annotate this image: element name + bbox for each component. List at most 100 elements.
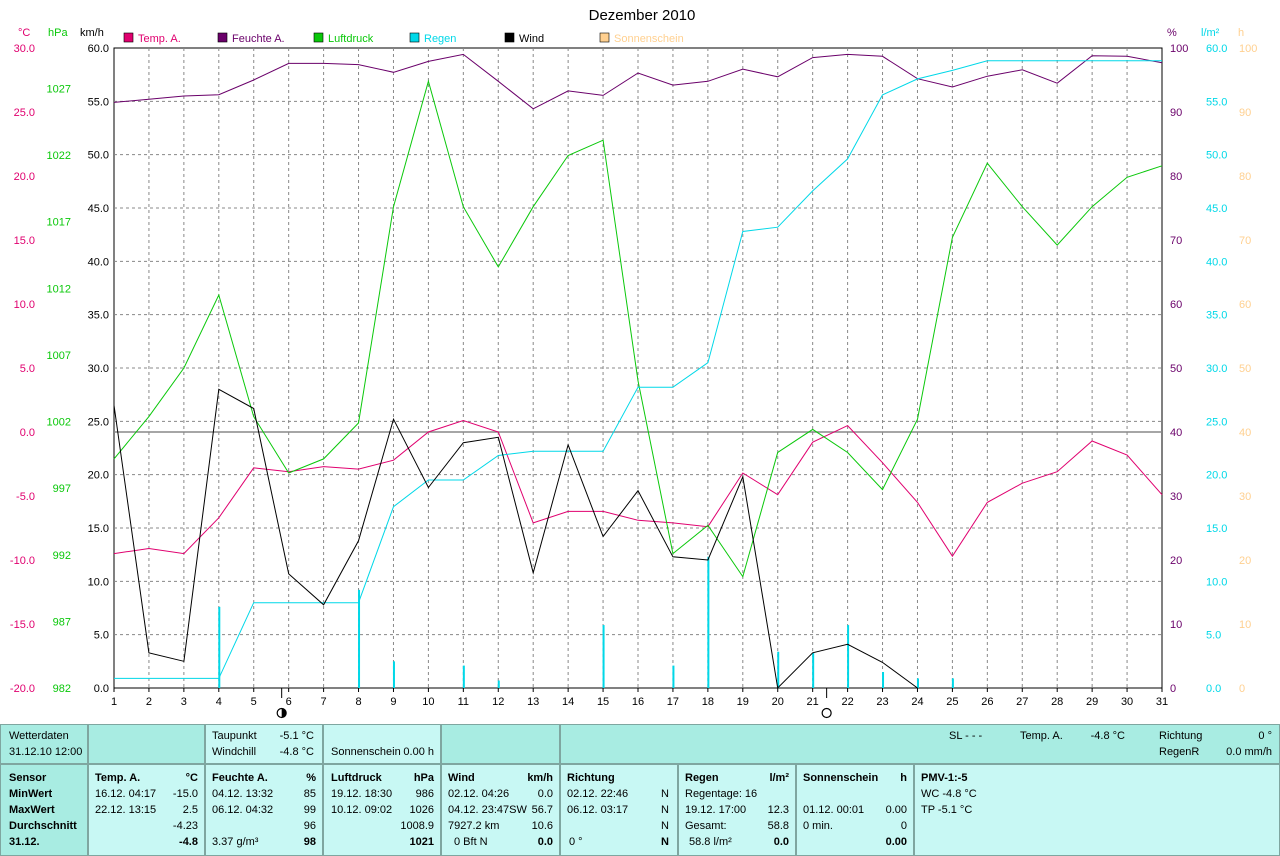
- pressure-stats-title: Luftdruck: [331, 772, 382, 784]
- humidity-stats-unit: %: [306, 772, 316, 784]
- rain-days: Regentage: 16: [685, 788, 758, 800]
- x-tick-label: 31: [1156, 696, 1168, 708]
- richtung-label: Richtung: [1159, 730, 1203, 742]
- rain-axis-unit: l/m²: [1201, 27, 1220, 39]
- humidity-min-date: 04.12. 13:32: [212, 788, 274, 800]
- current-temp-label: Temp. A.: [1020, 730, 1063, 742]
- humidity-tick-label: 10: [1170, 619, 1182, 631]
- rain-tick-label: 20.0: [1206, 470, 1227, 482]
- wind-tick-label: 20.0: [88, 470, 109, 482]
- x-tick-label: 14: [562, 696, 574, 708]
- sunshine-current-value: 0.00: [885, 836, 907, 848]
- legend-swatch: [123, 32, 134, 43]
- x-tick-label: 5: [251, 696, 257, 708]
- weather-chart: Dezember 2010 °C hPa km/h % l/m² h Temp.…: [9, 7, 1258, 719]
- rain-stats-unit: l/m²: [769, 772, 789, 784]
- temp-tick-label: -15.0: [10, 619, 35, 631]
- temp-tick-label: -5.0: [16, 491, 35, 503]
- sun-tick-label: 0: [1239, 683, 1245, 695]
- legend-swatch: [313, 32, 324, 43]
- humidity-tick-label: 90: [1170, 107, 1182, 119]
- x-tick-label: 3: [181, 696, 187, 708]
- wind-tick-label: 40.0: [88, 256, 109, 268]
- x-tick-label: 23: [876, 696, 888, 708]
- rain-tick-label: 15.0: [1206, 523, 1227, 535]
- rain-tick-label: 45.0: [1206, 203, 1227, 215]
- pressure-tick-label: 1027: [47, 84, 71, 96]
- row1-wetterdaten-cell: Wetterdaten 31.12.10 12:00: [0, 724, 88, 764]
- legend-swatch: [599, 32, 610, 43]
- direction-min-value: N: [661, 788, 669, 800]
- current-date: 31.12.: [9, 836, 40, 848]
- sl-label: SL - - -: [949, 730, 983, 742]
- sun-tick-label: 90: [1239, 107, 1251, 119]
- row1-spacer-cell: [88, 724, 205, 764]
- legend: Temp. A. Feuchte A. Luftdruck Regen Wind Sonn…: [123, 32, 684, 45]
- wind-stats-unit: km/h: [527, 772, 553, 784]
- x-tick-label: 15: [597, 696, 609, 708]
- wind-stats-title: Wind: [448, 772, 475, 784]
- humidity-tick-label: 60: [1170, 299, 1182, 311]
- humidity-tick-label: 30: [1170, 491, 1182, 503]
- wind-tick-label: 60.0: [88, 43, 109, 55]
- x-tick-label: 19: [737, 696, 749, 708]
- row1-dewpoint-cell: Taupunkt -5.1 °C Windchill -4.8 °C: [205, 724, 323, 764]
- x-tick-label: 27: [1016, 696, 1028, 708]
- temp-current-value: -4.8: [179, 836, 198, 848]
- rain-total-label: Gesamt:: [685, 820, 727, 832]
- wind-distance: 7927.2 km: [448, 820, 500, 832]
- x-tick-label: 25: [946, 696, 958, 708]
- regenr-value: 0.0 mm/h: [1226, 746, 1272, 758]
- series-line-temp-a-: [113, 419, 1163, 558]
- pressure-stats-unit: hPa: [413, 772, 434, 784]
- direction-current-value: N: [661, 836, 669, 848]
- temp-tick-label: -10.0: [10, 555, 35, 567]
- rain-tick-label: 25.0: [1206, 416, 1227, 428]
- pressure-tick-label: 1007: [47, 350, 71, 362]
- pmv-dewpoint: TP -5.1 °C: [921, 804, 973, 816]
- sunshine-stats-cell: Sonnenschein h 01.12. 00:01 0.00 0 min. …: [796, 764, 914, 856]
- pressure-tick-label: 1022: [47, 150, 71, 162]
- wind-tick-label: 55.0: [88, 96, 109, 108]
- wind-tick-label: 45.0: [88, 203, 109, 215]
- rain-tick-label: 5.0: [1206, 630, 1221, 642]
- temp-stats-cell: Temp. A. °C 16.12. 04:17 -15.0 22.12. 13…: [88, 764, 205, 856]
- new-moon-fill: [281, 708, 287, 718]
- pressure-tick-label: 997: [53, 483, 71, 495]
- rain-stats-cell: Regen l/m² Regentage: 16 19.12. 17:00 12…: [678, 764, 796, 856]
- wind-axis-unit: km/h: [80, 27, 104, 39]
- windchill-value: -4.8 °C: [279, 746, 314, 758]
- temp-min-date: 16.12. 04:17: [95, 788, 157, 800]
- humidity-tick-label: 70: [1170, 235, 1182, 247]
- x-tick-label: 30: [1121, 696, 1133, 708]
- legend-label: Luftdruck: [328, 33, 374, 45]
- humidity-tick-label: 100: [1170, 43, 1188, 55]
- rain-current-value: 0.0: [773, 836, 789, 848]
- row1-current-cell: SL - - - Temp. A. -4.8 °C Richtung 0 ° R…: [560, 724, 1280, 764]
- x-tick-label: 29: [1086, 696, 1098, 708]
- rain-current-sum: 58.8 l/m²: [689, 836, 732, 848]
- rain-daily-bars: [218, 556, 954, 688]
- temp-stats-title: Temp. A.: [95, 772, 141, 784]
- x-tick-label: 17: [667, 696, 679, 708]
- wind-stats-cell: Wind km/h 02.12. 04:26 0.0 04.12. 23:47S…: [441, 764, 560, 856]
- sun-tick-label: 30: [1239, 491, 1251, 503]
- series-line-feuchte-a-: [113, 53, 1163, 110]
- rain-total-value: 58.8: [767, 820, 789, 832]
- x-tick-label: 8: [355, 696, 361, 708]
- x-tick-label: 18: [702, 696, 714, 708]
- sun-tick-label: 50: [1239, 363, 1251, 375]
- temp-tick-label: 30.0: [14, 43, 35, 55]
- temp-tick-label: 25.0: [14, 107, 35, 119]
- humidity-absolute: 3.37 g/m³: [212, 836, 259, 848]
- rain-stats-title: Regen: [685, 772, 719, 784]
- x-tick-label: 16: [632, 696, 644, 708]
- x-tick-label: 28: [1051, 696, 1063, 708]
- legend-swatch: [217, 32, 228, 43]
- regenr-label: RegenR: [1159, 746, 1200, 758]
- legend-label: Sonnenschein: [614, 33, 684, 45]
- sonnenschein-label: Sonnenschein: [331, 746, 401, 758]
- pmv-cell: PMV-1:-5 WC -4.8 °C TP -5.1 °C: [914, 764, 1280, 856]
- x-tick-label: 4: [216, 696, 222, 708]
- temp-tick-label: -20.0: [10, 683, 35, 695]
